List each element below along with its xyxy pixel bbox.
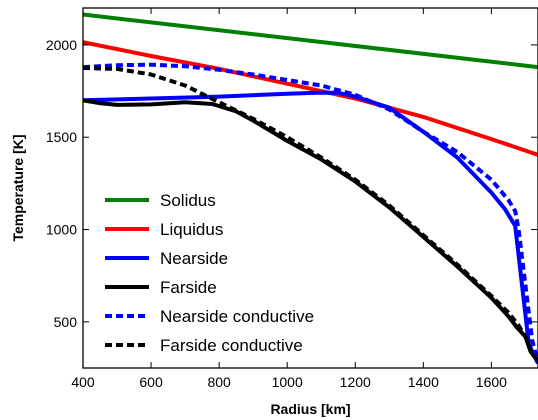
series-line-nearside-conductive xyxy=(83,62,538,364)
legend-label: Nearside conductive xyxy=(160,307,314,326)
ticks-layer: 400 600 800 1000 1200 1400 1600 500 1000 1500 2000 xyxy=(46,8,537,390)
legend-label: Farside conductive xyxy=(160,336,303,355)
y-tick-label: 1000 xyxy=(46,222,77,238)
y-tick-label: 1500 xyxy=(46,129,77,145)
x-tick-label: 800 xyxy=(207,374,231,390)
plot-frame xyxy=(82,7,538,369)
legend: Solidus Liquidus Nearside Farside Nearside c… xyxy=(105,191,314,355)
x-tick-label: 1400 xyxy=(408,374,439,390)
x-tick-label: 600 xyxy=(139,374,163,390)
x-tick-label: 1200 xyxy=(340,374,371,390)
legend-label: Farside xyxy=(160,278,217,297)
series-line-solidus xyxy=(83,12,538,70)
y-axis-label: Temperature [K] xyxy=(10,134,26,241)
legend-label: Solidus xyxy=(160,191,216,210)
series-line-farside-conductive xyxy=(83,66,538,363)
x-tick-label: 400 xyxy=(71,374,95,390)
legend-label: Nearside xyxy=(160,249,228,268)
y-tick-label: 2000 xyxy=(46,37,77,53)
x-tick-label: 1600 xyxy=(476,374,507,390)
series-layer xyxy=(83,12,538,365)
x-tick-label: 1000 xyxy=(272,374,303,390)
y-tick-label: 500 xyxy=(54,314,78,330)
x-axis-label: Radius [km] xyxy=(270,401,350,417)
legend-label: Liquidus xyxy=(160,220,223,239)
